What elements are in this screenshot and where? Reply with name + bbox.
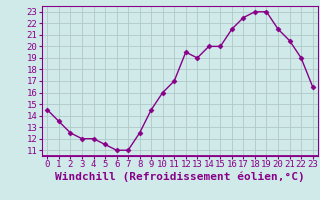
X-axis label: Windchill (Refroidissement éolien,°C): Windchill (Refroidissement éolien,°C) [55, 172, 305, 182]
